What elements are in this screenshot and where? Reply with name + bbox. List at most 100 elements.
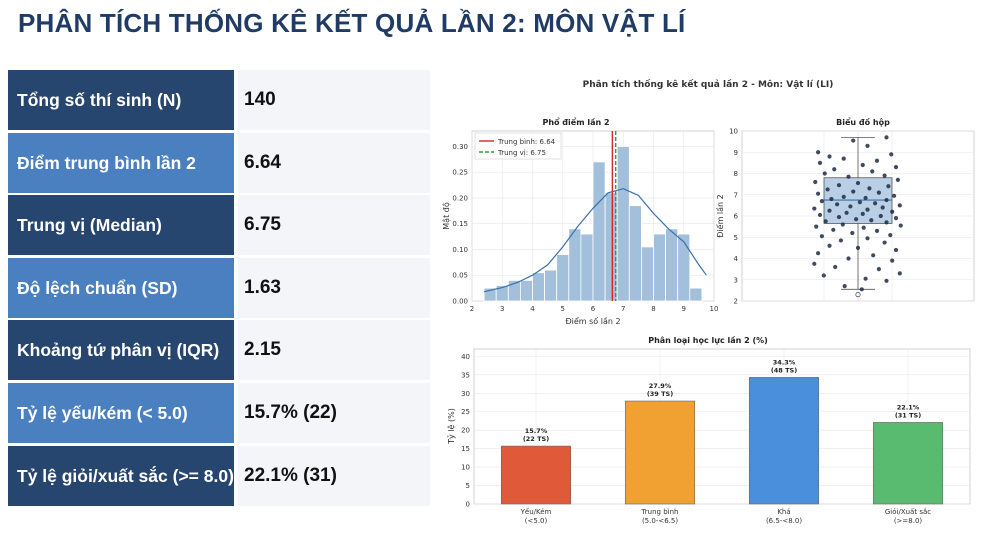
data-point bbox=[836, 214, 842, 220]
data-point bbox=[876, 267, 881, 272]
data-point bbox=[893, 165, 899, 170]
bar-data-label: 27.9% bbox=[649, 382, 672, 390]
histogram-bar bbox=[677, 233, 691, 302]
data-point bbox=[816, 251, 821, 256]
stat-row-total: Tổng số thí sinh (N) 140 bbox=[8, 70, 430, 130]
histogram-bar bbox=[592, 161, 606, 302]
data-point bbox=[816, 150, 821, 155]
histogram-ylabel: Mật độ bbox=[441, 202, 452, 230]
data-point bbox=[812, 206, 817, 211]
x-tick-label: 3 bbox=[500, 305, 504, 313]
x-tick-label: Trung bình bbox=[641, 508, 679, 516]
histogram-xlabel: Điểm số lần 2 bbox=[565, 316, 620, 326]
stat-label: Tỷ lệ giỏi/xuất sắc (>= 8.0) bbox=[8, 445, 234, 506]
stat-row-iqr: Khoảng tứ phân vị (IQR) 2.15 bbox=[8, 320, 430, 381]
stat-value: 6.64 bbox=[238, 132, 430, 193]
data-point bbox=[823, 219, 828, 224]
data-point bbox=[884, 135, 889, 140]
data-point bbox=[863, 195, 868, 201]
histogram-ticks: 2 3 4 5 6 7 8 9 10 0.00 0.05 0.10 0.15 0.20 0.25 0.30 bbox=[452, 143, 718, 313]
bar-data-label: (39 TS) bbox=[647, 390, 673, 398]
data-point bbox=[831, 227, 836, 232]
data-point bbox=[874, 158, 880, 163]
histogram-bar bbox=[665, 228, 679, 302]
stat-row-excellent: Tỷ lệ giỏi/xuất sắc (>= 8.0) 22.1% (31) bbox=[8, 445, 430, 506]
stat-label: Khoảng tứ phân vị (IQR) bbox=[8, 320, 234, 381]
data-point bbox=[827, 154, 832, 159]
data-point bbox=[838, 238, 843, 243]
data-point bbox=[869, 218, 874, 223]
data-point bbox=[886, 184, 891, 189]
box-plot-ticks: 2 3 4 5 6 7 8 9 10 bbox=[729, 128, 738, 306]
y-tick-label: 35 bbox=[461, 371, 470, 379]
data-point bbox=[890, 209, 895, 214]
stat-value: 15.7% (22) bbox=[238, 382, 430, 443]
data-point bbox=[836, 183, 842, 188]
stats-table: Tổng số thí sinh (N) 140 Điểm trung bình… bbox=[8, 70, 430, 508]
x-tick-label: 7 bbox=[621, 305, 625, 313]
box-plot-ylabel: Điểm lần 2 bbox=[715, 194, 725, 238]
y-tick-label: 0.25 bbox=[452, 169, 468, 177]
data-point bbox=[851, 189, 856, 194]
x-tick-label: Khá bbox=[777, 508, 790, 516]
stat-label: Tỷ lệ yếu/kém (< 5.0) bbox=[8, 382, 234, 443]
data-point bbox=[865, 207, 870, 212]
y-tick-label: 20 bbox=[461, 427, 470, 435]
bar-data-label: (31 TS) bbox=[895, 411, 921, 419]
data-point bbox=[821, 273, 826, 278]
data-point bbox=[861, 225, 866, 230]
y-tick-label: 7 bbox=[734, 191, 738, 199]
data-point bbox=[893, 216, 899, 221]
data-point bbox=[884, 278, 889, 283]
data-point bbox=[812, 261, 817, 266]
x-tick-label: 10 bbox=[710, 305, 719, 313]
data-point bbox=[893, 247, 899, 253]
category-bar bbox=[624, 400, 696, 505]
classification-chart: Phân loại học lực lần 2 (%) 15.7%(22 TS)… bbox=[446, 335, 971, 524]
x-tick-label: (6.5-<8.0) bbox=[766, 517, 802, 524]
histogram-bar bbox=[616, 146, 630, 302]
kde-curve bbox=[483, 188, 707, 293]
data-point bbox=[827, 208, 832, 213]
y-tick-label: 10 bbox=[461, 464, 470, 472]
data-point bbox=[840, 222, 845, 227]
stat-value: 140 bbox=[238, 70, 430, 130]
y-tick-label: 0 bbox=[466, 501, 470, 509]
y-tick-label: 3 bbox=[734, 276, 738, 284]
data-point bbox=[878, 213, 883, 219]
x-tick-label: 8 bbox=[651, 305, 655, 313]
bar-data-label: (48 TS) bbox=[771, 366, 797, 374]
page-title: PHÂN TÍCH THỐNG KÊ KẾT QUẢ LẦN 2: MÔN VẬ… bbox=[18, 8, 686, 38]
data-point bbox=[827, 243, 832, 248]
category-bar bbox=[872, 422, 944, 505]
data-point bbox=[865, 143, 870, 148]
y-tick-label: 0.05 bbox=[452, 272, 468, 280]
y-tick-label: 0.20 bbox=[452, 194, 468, 202]
legend-frame bbox=[474, 132, 562, 160]
classification-bars: 15.7%(22 TS) 27.9%(39 TS) 34.3%(48 TS) 22.1… bbox=[500, 358, 944, 505]
figure-title: Phân tích thống kê kết quả lần 2 - Môn: … bbox=[583, 79, 834, 90]
y-tick-label: 2 bbox=[734, 298, 738, 306]
classification-ylabel: Tỷ lệ (%) bbox=[446, 408, 456, 445]
x-tick-label: Giỏi/Xuất sắc bbox=[885, 507, 931, 516]
y-tick-label: 9 bbox=[734, 149, 738, 157]
data-point bbox=[854, 217, 859, 222]
bar-data-label: (22 TS) bbox=[523, 435, 549, 443]
y-tick-label: 5 bbox=[466, 482, 470, 490]
histogram-bar bbox=[628, 205, 642, 302]
data-point bbox=[844, 210, 849, 215]
histogram-legend: Trung bình: 6.64 Trung vị: 6.75 bbox=[474, 132, 562, 160]
data-point bbox=[871, 253, 876, 258]
data-point bbox=[848, 204, 853, 209]
data-point bbox=[880, 205, 885, 210]
data-point bbox=[819, 234, 824, 239]
y-tick-label: 0.10 bbox=[452, 246, 468, 254]
stat-row-mean: Điểm trung bình lần 2 6.64 bbox=[8, 132, 430, 193]
histogram-bar bbox=[520, 279, 533, 302]
box-plot-points bbox=[812, 135, 903, 292]
data-point bbox=[889, 152, 894, 157]
x-tick-label: (<5.0) bbox=[525, 517, 548, 524]
x-tick-label: 5 bbox=[561, 305, 565, 313]
data-point bbox=[876, 190, 881, 195]
